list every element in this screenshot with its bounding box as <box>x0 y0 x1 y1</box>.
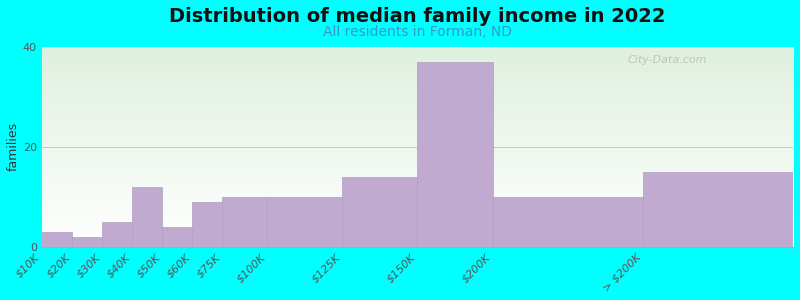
Text: All residents in Forman, ND: All residents in Forman, ND <box>323 25 512 39</box>
Bar <box>222 197 267 247</box>
Bar <box>42 232 72 247</box>
Bar <box>493 197 642 247</box>
Bar <box>72 237 102 247</box>
Title: Distribution of median family income in 2022: Distribution of median family income in … <box>169 7 666 26</box>
Bar <box>192 202 222 247</box>
Bar <box>642 172 793 247</box>
Bar <box>102 222 132 247</box>
Bar <box>342 177 418 247</box>
Text: City-Data.com: City-Data.com <box>628 55 707 65</box>
Bar <box>267 197 342 247</box>
Bar <box>162 227 192 247</box>
Y-axis label: families: families <box>7 122 20 171</box>
Bar <box>132 187 162 247</box>
Bar <box>418 62 493 247</box>
